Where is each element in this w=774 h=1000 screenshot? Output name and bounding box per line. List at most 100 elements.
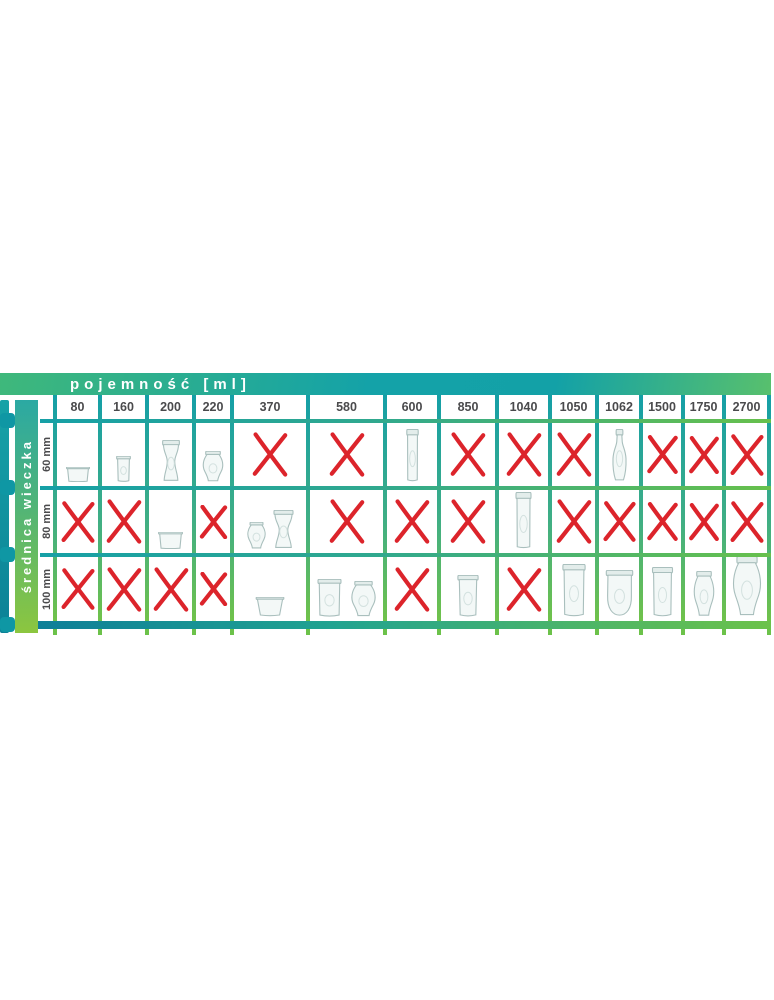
cell-60mm-220: [196, 423, 230, 486]
cell-100mm-2700: [726, 557, 767, 621]
jar-flat-icon: [157, 532, 184, 549]
x-mark-icon: [199, 505, 228, 539]
cell-80mm-1040: [499, 490, 548, 553]
x-mark-icon: [328, 432, 366, 477]
cell-100mm-160: [102, 557, 145, 621]
jar-slim-icon: [511, 492, 536, 549]
cell-100mm-1750: [685, 557, 722, 621]
diameter-row-label: 60 mm: [40, 423, 53, 486]
x-mark-icon: [152, 567, 190, 612]
capacity-header-bar: pojemność [ml]: [0, 373, 771, 395]
corner-cell: [40, 395, 53, 419]
cell-60mm-200: [149, 423, 192, 486]
cell-80mm-160: [102, 490, 145, 553]
x-mark-icon: [688, 436, 720, 474]
cell-80mm-220: [196, 490, 230, 553]
x-mark-icon: [646, 502, 679, 541]
cell-60mm-580: [310, 423, 383, 486]
jar-cyl-icon: [314, 579, 345, 617]
jar-hourglass-icon: [271, 510, 296, 549]
capacity-column-header: 1050: [552, 395, 595, 419]
x-mark-icon: [555, 499, 593, 544]
x-mark-icon: [60, 501, 96, 543]
jar-flat-icon: [65, 467, 91, 482]
capacity-column-header: 220: [196, 395, 230, 419]
capacity-column-header: 1040: [499, 395, 548, 419]
diameter-row-label: 80 mm: [40, 490, 53, 553]
lid-diameter-axis-label: średnica wieczka: [19, 439, 34, 594]
cell-60mm-370: [234, 423, 306, 486]
grid-hline: [40, 419, 771, 423]
x-mark-icon: [555, 432, 593, 477]
x-mark-icon: [105, 567, 143, 612]
jar-hourglass-icon: [160, 440, 182, 482]
cell-60mm-1750: [685, 423, 722, 486]
cell-80mm-2700: [726, 490, 767, 553]
x-mark-icon: [505, 567, 543, 612]
jar-bowl-icon: [255, 597, 285, 617]
spine-tab-icon: [0, 413, 15, 428]
x-mark-icon: [199, 572, 228, 606]
jar-cyl-icon: [649, 567, 676, 617]
jar-tulip-icon: [245, 522, 268, 549]
capacity-column-header: 1500: [643, 395, 681, 419]
cell-60mm-2700: [726, 423, 767, 486]
capacity-column-header: 600: [387, 395, 437, 419]
capacity-column-header: 580: [310, 395, 383, 419]
capacity-column-header: 1062: [599, 395, 639, 419]
cell-100mm-220: [196, 557, 230, 621]
diameter-row-label: 100 mm: [40, 557, 53, 621]
cell-100mm-200: [149, 557, 192, 621]
x-mark-icon: [688, 503, 720, 541]
grid-hline: [40, 486, 771, 490]
grid-hline: [40, 553, 771, 557]
cell-60mm-1040: [499, 423, 548, 486]
cell-80mm-80: [57, 490, 98, 553]
spine-tab-icon: [0, 617, 15, 632]
cell-60mm-600: [387, 423, 437, 486]
cell-80mm-200: [149, 490, 192, 553]
cell-80mm-850: [441, 490, 495, 553]
capacity-column-header: 200: [149, 395, 192, 419]
capacity-header-label: pojemność [ml]: [70, 375, 251, 393]
cell-100mm-370: [234, 557, 306, 621]
cell-80mm-1750: [685, 490, 722, 553]
capacity-column-header: 80: [57, 395, 98, 419]
cell-100mm-580: [310, 557, 383, 621]
cell-60mm-850: [441, 423, 495, 486]
jar-tulip-icon: [729, 556, 765, 617]
compatibility-grid: 80 160 200 220 370 580 600 850 1040 1050 1062 1500 1…: [40, 395, 771, 621]
cell-60mm-1062: [599, 423, 639, 486]
x-mark-icon: [393, 499, 431, 544]
cell-100mm-1050: [552, 557, 595, 621]
capacity-column-header: 850: [441, 395, 495, 419]
x-mark-icon: [393, 567, 431, 612]
left-spine-bar: [0, 400, 9, 633]
jar-tulip-icon: [348, 581, 379, 617]
jar-lid-compatibility-table: pojemność [ml] średnica wieczka 80 160 200…: [0, 373, 774, 643]
jar-cup-icon: [454, 575, 482, 617]
capacity-column-header: 370: [234, 395, 306, 419]
cell-80mm-1500: [643, 490, 681, 553]
cell-60mm-80: [57, 423, 98, 486]
capacity-column-header: 1750: [685, 395, 722, 419]
x-mark-icon: [646, 435, 679, 474]
cell-60mm-1050: [552, 423, 595, 486]
jar-tulip-icon: [691, 571, 717, 617]
jar-mold-icon: [603, 570, 636, 617]
jar-bottle-icon: [609, 429, 630, 482]
cell-100mm-1062: [599, 557, 639, 621]
table-bottom-border: [38, 621, 771, 629]
capacity-column-header: 160: [102, 395, 145, 419]
capacity-column-header: 2700: [726, 395, 767, 419]
x-mark-icon: [729, 434, 765, 476]
spine-tab-icon: [0, 547, 15, 562]
cell-80mm-600: [387, 490, 437, 553]
x-mark-icon: [602, 501, 637, 542]
cell-80mm-1050: [552, 490, 595, 553]
cell-100mm-1040: [499, 557, 548, 621]
x-mark-icon: [251, 432, 289, 477]
jar-slim-icon: [403, 429, 422, 482]
spine-tab-icon: [0, 480, 15, 495]
